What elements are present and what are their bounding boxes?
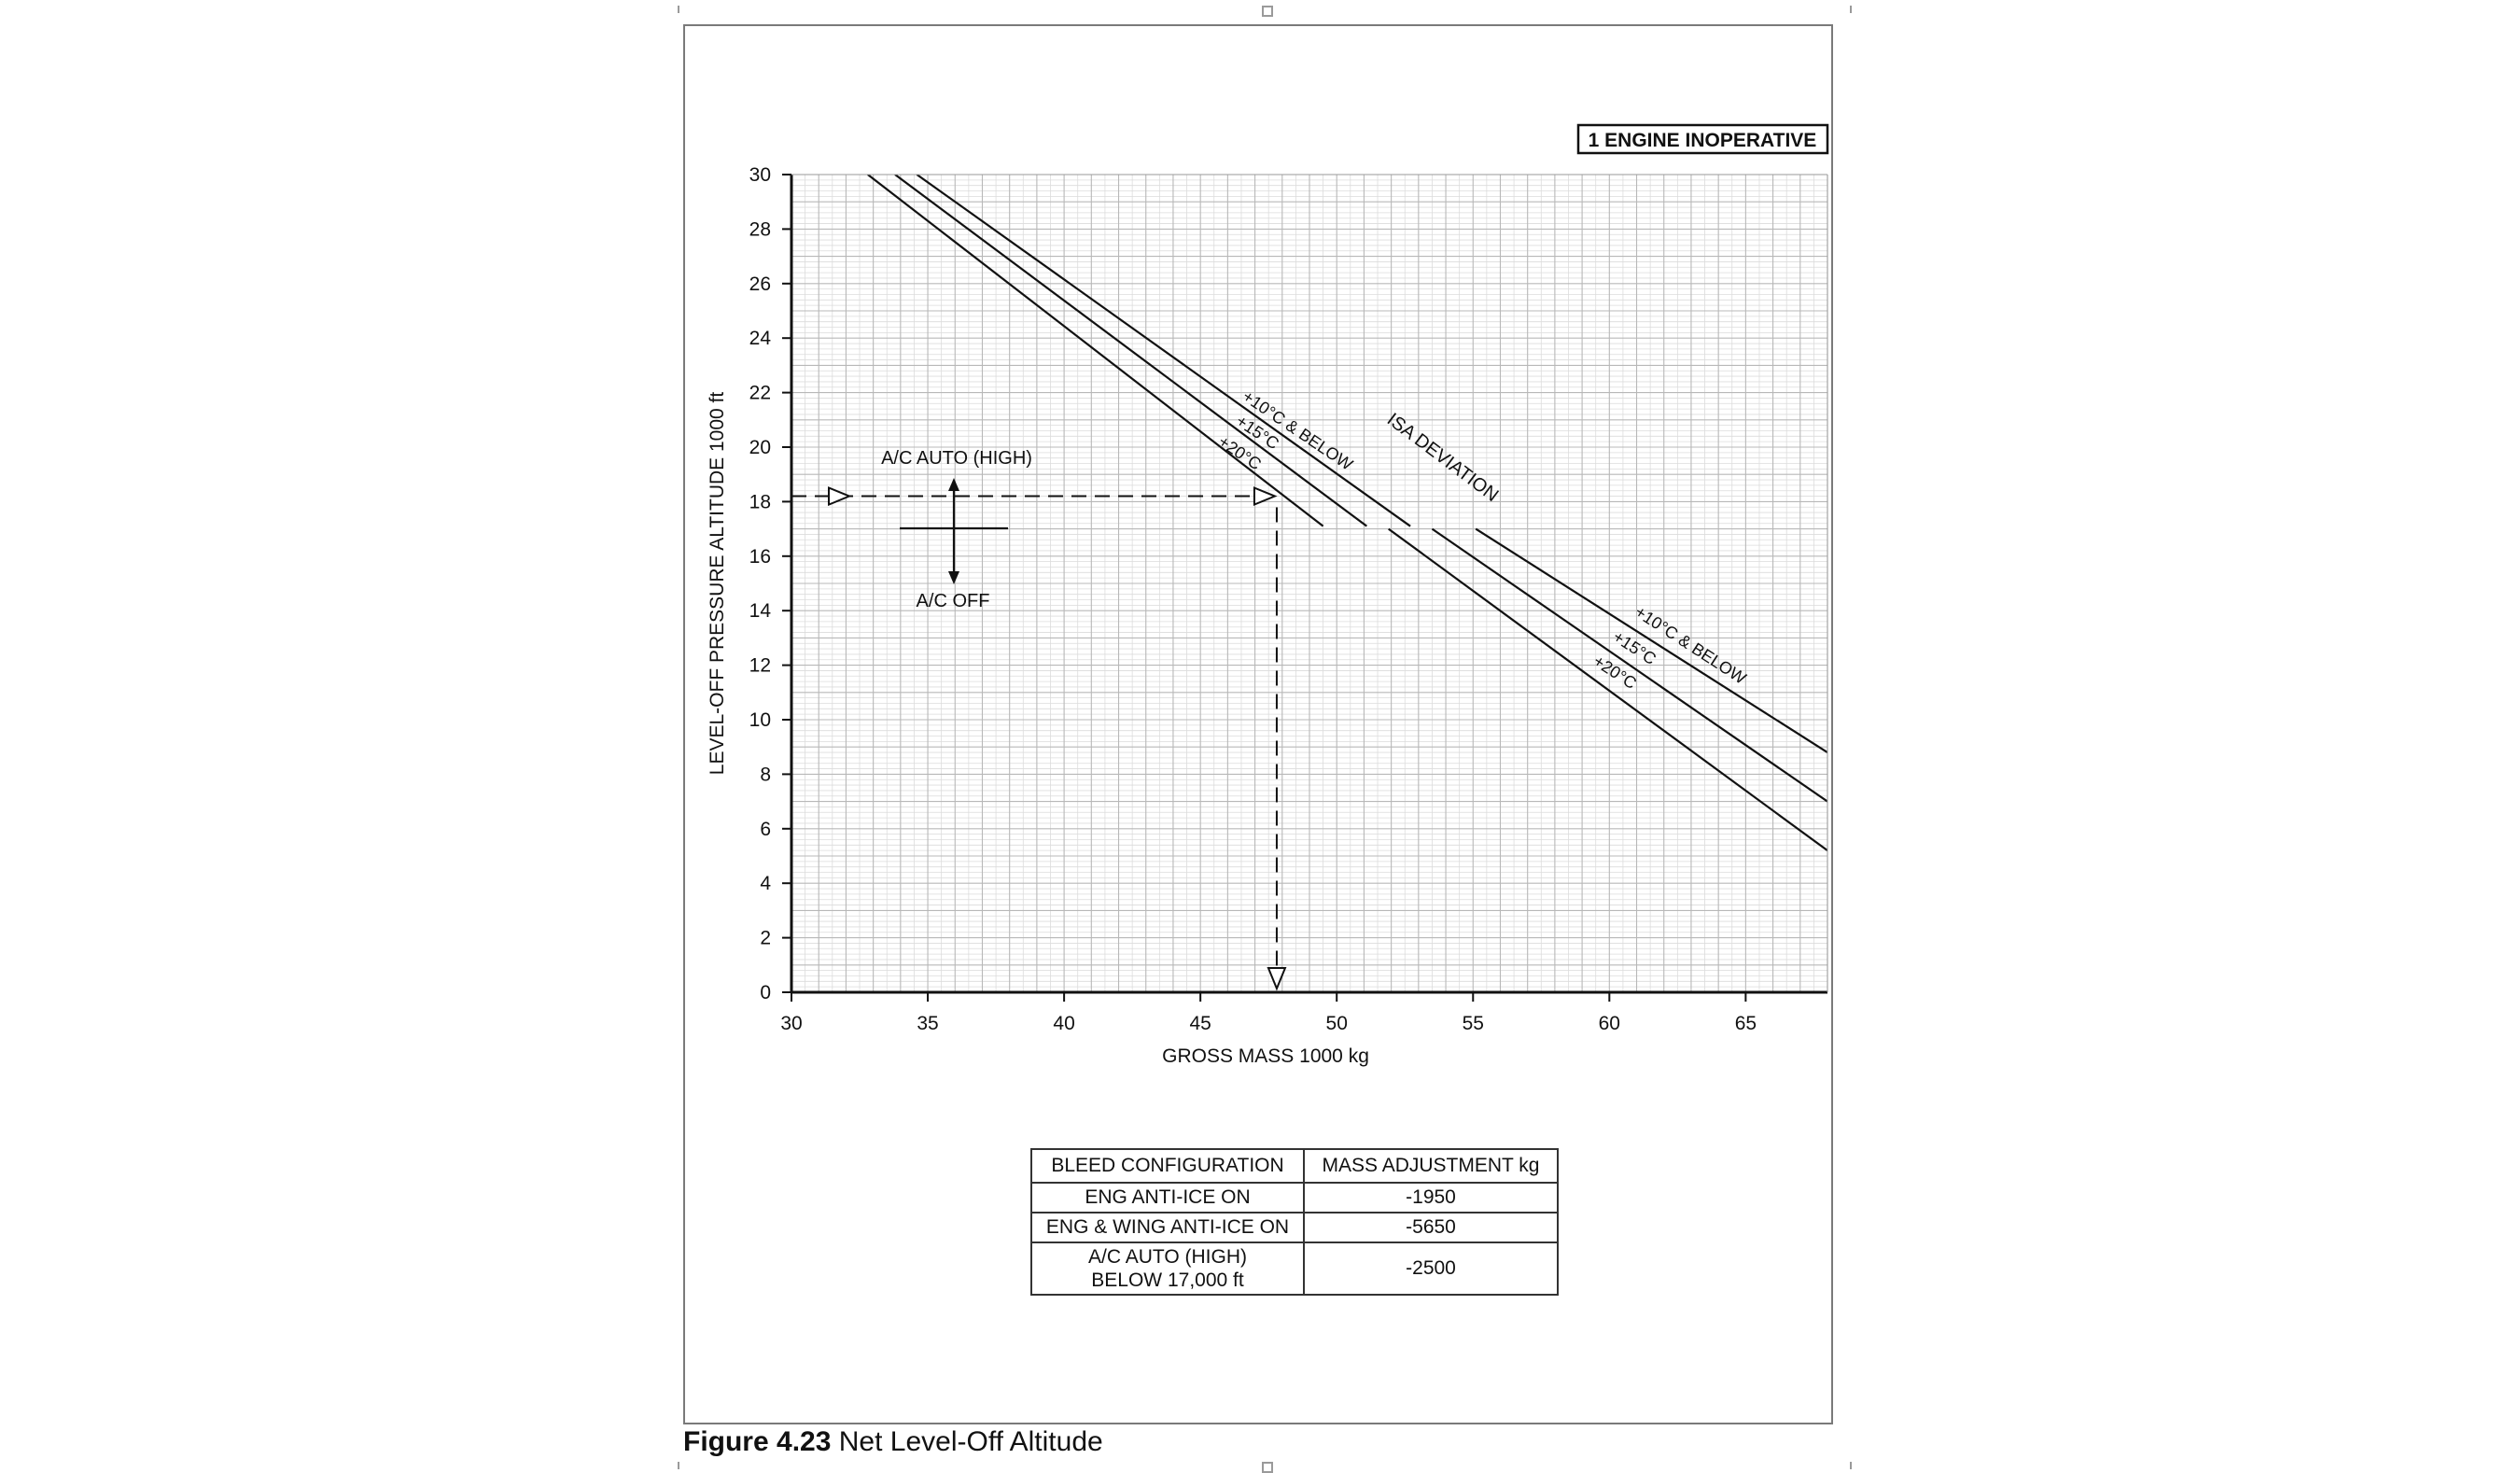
bleed-configuration-table: BLEED CONFIGURATION MASS ADJUSTMENT kg E… — [1030, 1148, 1559, 1296]
y-tick-label: 8 — [760, 764, 771, 785]
table-row: ENG & WING ANTI-ICE ON -5650 — [1030, 1212, 1559, 1243]
figure-number: Figure 4.23 — [683, 1426, 832, 1457]
x-axis-label: GROSS MASS 1000 kg — [1162, 1045, 1369, 1067]
crop-mark-top-right — [1837, 6, 1852, 13]
figure-title: Net Level-Off Altitude — [838, 1426, 1103, 1457]
table-cell-adjustment: -5650 — [1303, 1212, 1559, 1243]
y-tick-label: 18 — [749, 491, 771, 512]
y-tick-label: 6 — [760, 819, 771, 840]
table-cell-config: ENG ANTI-ICE ON — [1030, 1182, 1305, 1213]
crop-mark-top-center — [1262, 6, 1273, 17]
series-line-0-segment-1 — [1475, 527, 1827, 753]
engine-inoperative-badge-box — [1576, 123, 1829, 155]
isa-deviation-label: ISA DEVIATION — [1383, 409, 1502, 506]
crop-mark-bottom-left — [678, 1462, 693, 1469]
ac-auto-high-label: A/C AUTO (HIGH) — [881, 448, 1032, 469]
x-tick-label: 50 — [1326, 1013, 1348, 1034]
y-tick-label: 24 — [749, 328, 772, 349]
ac-off-label: A/C OFF — [917, 591, 990, 611]
y-tick-label: 16 — [749, 546, 771, 568]
y-tick-label: 4 — [760, 873, 771, 894]
example-result-arrowhead — [1267, 967, 1287, 991]
x-tick-label: 60 — [1599, 1013, 1620, 1034]
x-tick-label: 45 — [1189, 1013, 1211, 1034]
axes-layer — [790, 174, 1828, 994]
ac-correction-cross — [900, 487, 1008, 575]
table-header-bleed-configuration: BLEED CONFIGURATION — [1030, 1148, 1305, 1184]
x-tick-label: 30 — [780, 1013, 802, 1034]
x-tick-label: 40 — [1053, 1013, 1074, 1034]
y-tick-label: 10 — [749, 709, 771, 731]
ticks-layer: 30 35 40 45 50 55 60 65024681012141618202224262… — [749, 164, 1757, 1034]
series-layer — [867, 175, 1827, 852]
y-tick-label: 0 — [760, 982, 771, 1003]
y-tick-label: 30 — [749, 164, 771, 186]
ac-up-arrowhead — [948, 478, 959, 491]
y-tick-label: 12 — [749, 655, 771, 677]
table-row: A/C AUTO (HIGH) BELOW 17,000 ft -2500 — [1030, 1242, 1559, 1296]
example-start-arrowhead — [828, 486, 852, 507]
series-line-1-segment-1 — [1431, 527, 1827, 803]
series-line-1-segment-0 — [894, 175, 1367, 527]
crop-mark-top-left — [678, 6, 693, 13]
table-cell-config-line2: BELOW 17,000 ft — [1091, 1270, 1244, 1291]
y-tick-label: 26 — [749, 274, 771, 295]
x-tick-label: 65 — [1735, 1013, 1757, 1034]
crop-mark-bottom-center — [1262, 1462, 1273, 1473]
table-row: ENG ANTI-ICE ON -1950 — [1030, 1182, 1559, 1213]
figure-caption: Figure 4.23 Net Level-Off Altitude — [683, 1426, 1103, 1458]
x-tick-label: 35 — [917, 1013, 938, 1034]
y-tick-label: 2 — [760, 928, 771, 949]
table-header-mass-adjustment: MASS ADJUSTMENT kg — [1303, 1148, 1559, 1184]
grid-major — [791, 174, 1828, 993]
y-tick-label: 22 — [749, 383, 771, 404]
table-cell-adjustment: -2500 — [1303, 1242, 1559, 1296]
series-line-0-segment-0 — [916, 175, 1411, 527]
series-line-2-segment-0 — [867, 175, 1324, 527]
y-tick-label: 14 — [749, 600, 772, 622]
table-cell-adjustment: -1950 — [1303, 1182, 1559, 1213]
table-cell-config: ENG & WING ANTI-ICE ON — [1030, 1212, 1305, 1243]
y-tick-label: 28 — [749, 218, 771, 240]
ac-down-arrowhead — [948, 571, 959, 584]
series-label-20c-lower: +20°C — [1590, 652, 1640, 693]
engine-inoperative-badge: 1 ENGINE INOPERATIVE — [1589, 130, 1817, 151]
y-axis-label: LEVEL-OFF PRESSURE ALTITUDE 1000 ft — [707, 392, 728, 776]
x-tick-label: 55 — [1463, 1013, 1484, 1034]
table-header-row: BLEED CONFIGURATION MASS ADJUSTMENT kg — [1030, 1148, 1559, 1184]
table-cell-config-line1: A/C AUTO (HIGH) — [1088, 1246, 1247, 1268]
crop-mark-bottom-right — [1837, 1462, 1852, 1469]
series-line-2-segment-1 — [1388, 527, 1827, 852]
example-dashed-path — [791, 486, 1287, 991]
table-cell-config: A/C AUTO (HIGH) BELOW 17,000 ft — [1030, 1242, 1305, 1296]
y-tick-label: 20 — [749, 437, 771, 458]
example-intercept-arrowhead — [1253, 486, 1278, 507]
